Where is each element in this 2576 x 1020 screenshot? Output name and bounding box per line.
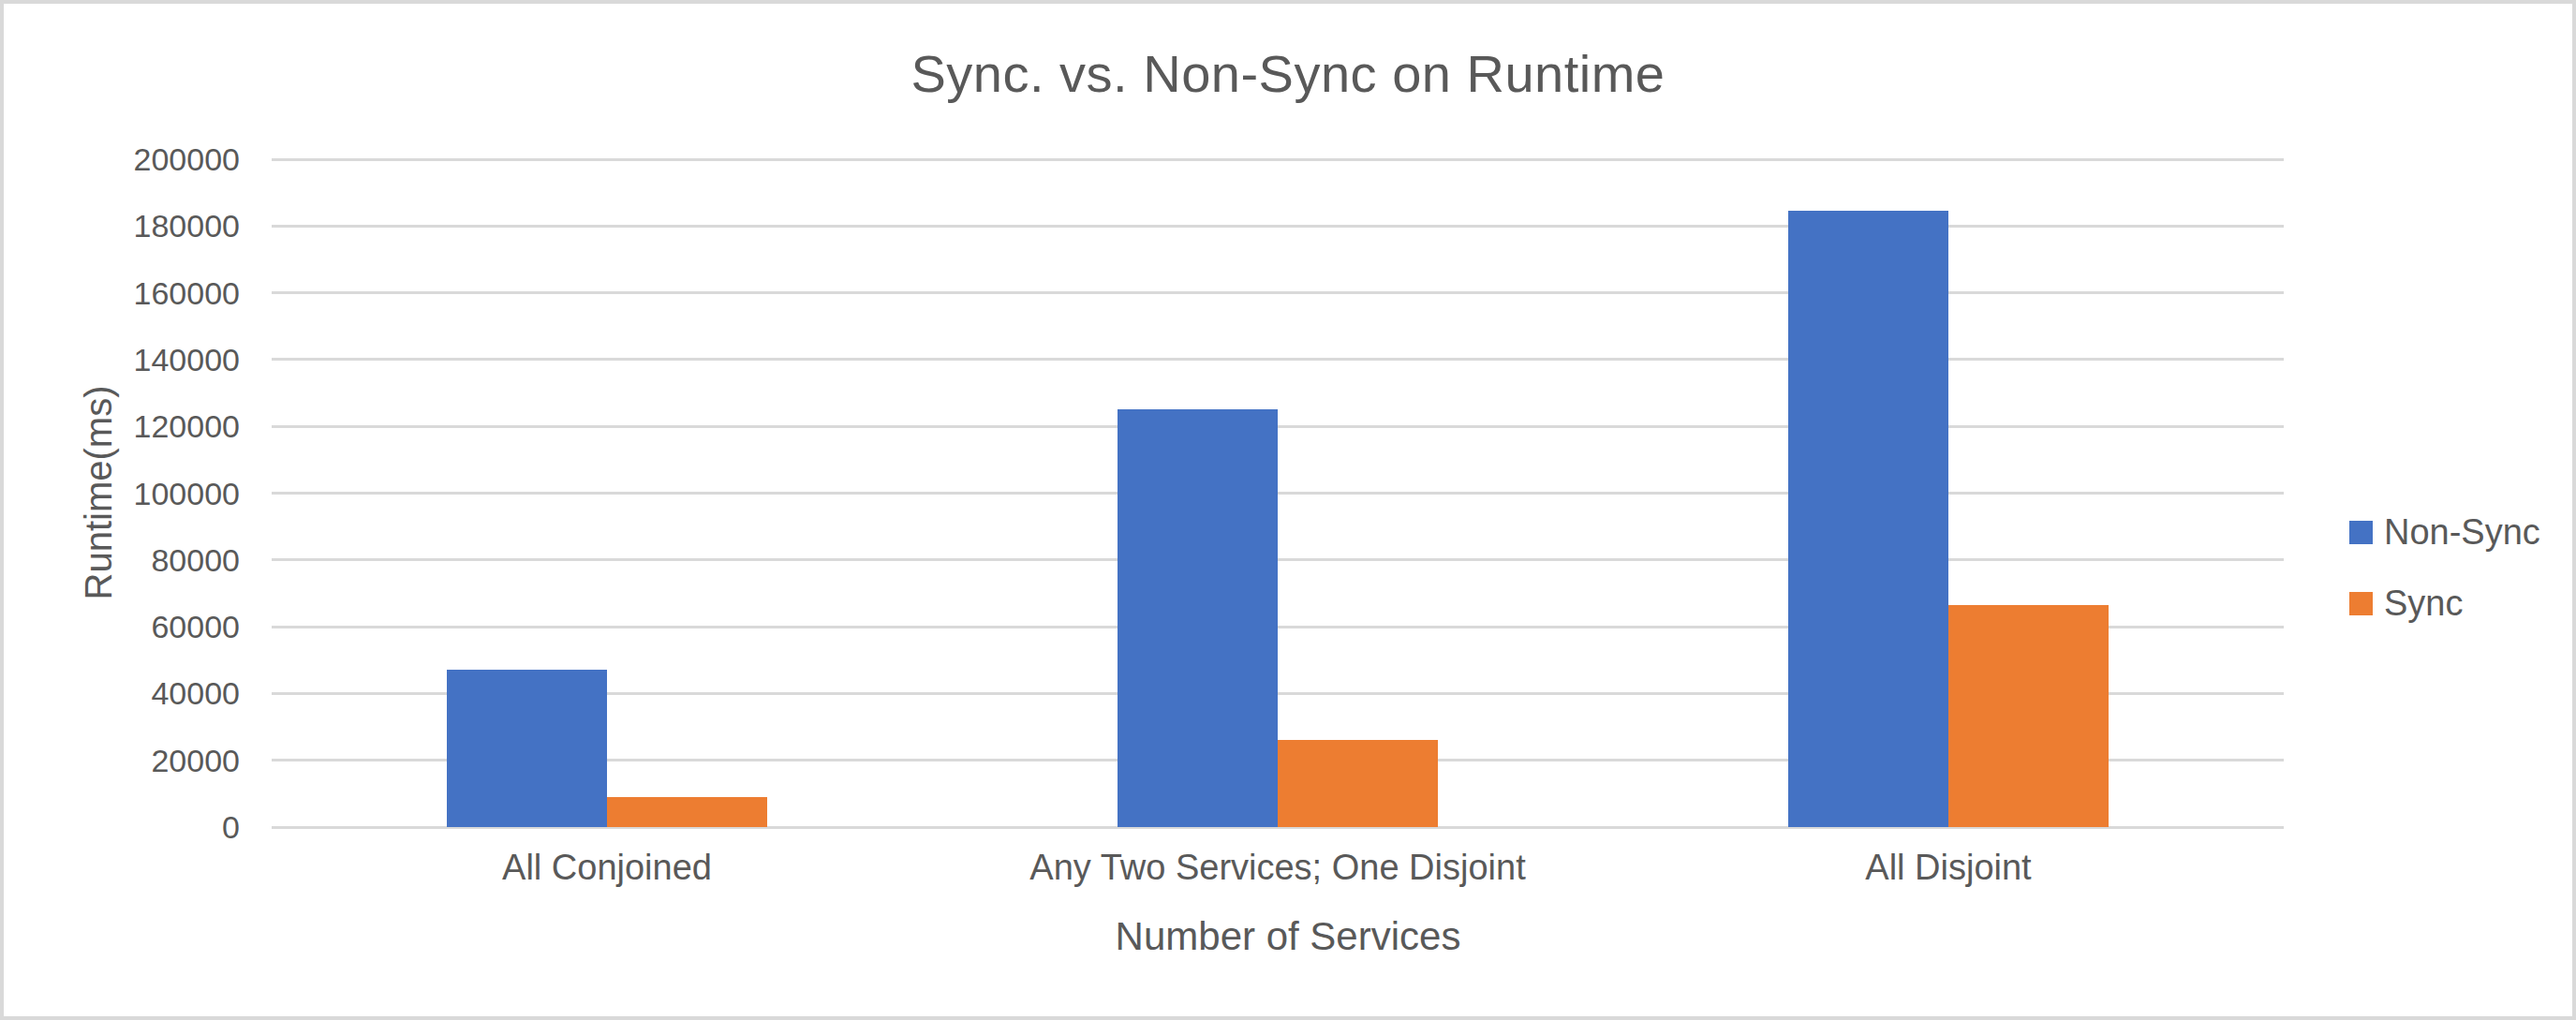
- legend-swatch-icon: [2349, 521, 2373, 544]
- y-tick-label: 0: [222, 809, 240, 846]
- plot-area: [272, 159, 2284, 827]
- x-category-label: All Conjoined: [272, 848, 942, 888]
- legend-item-sync: Sync: [2349, 584, 2540, 622]
- x-axis-labels: All ConjoinedAny Two Services; One Disjo…: [272, 848, 2284, 888]
- y-tick-label: 100000: [134, 475, 240, 511]
- bar-sync-any-two-services-one-disjoint: [1278, 740, 1438, 827]
- legend: Non-Sync Sync: [2349, 513, 2540, 622]
- y-tick-label: 20000: [151, 742, 240, 778]
- legend-swatch-icon: [2349, 592, 2373, 615]
- bar-sync-all-conjoined: [607, 797, 767, 827]
- gridline: [272, 225, 2284, 228]
- chart-title: Sync. vs. Non-Sync on Runtime: [4, 43, 2572, 104]
- y-axis-ticks: 0200004000060000800001000001200001400001…: [4, 159, 240, 827]
- bar-non-sync-all-conjoined: [447, 670, 607, 827]
- y-tick-label: 60000: [151, 609, 240, 645]
- gridline: [272, 492, 2284, 495]
- x-category-label: Any Two Services; One Disjoint: [942, 848, 1613, 888]
- legend-item-non-sync: Non-Sync: [2349, 513, 2540, 551]
- y-tick-label: 40000: [151, 675, 240, 712]
- y-tick-label: 140000: [134, 341, 240, 377]
- bar-sync-all-disjoint: [1948, 605, 2109, 827]
- chart-canvas: Sync. vs. Non-Sync on Runtime Runtime(ms…: [0, 0, 2576, 1020]
- legend-label: Sync: [2384, 584, 2463, 624]
- y-tick-label: 200000: [134, 141, 240, 178]
- y-tick-label: 80000: [151, 541, 240, 578]
- gridline: [272, 158, 2284, 161]
- gridline: [272, 425, 2284, 428]
- legend-label: Non-Sync: [2384, 512, 2540, 553]
- x-category-label: All Disjoint: [1613, 848, 2284, 888]
- y-tick-label: 180000: [134, 208, 240, 244]
- x-axis-title: Number of Services: [4, 914, 2572, 959]
- gridline: [272, 291, 2284, 294]
- gridline: [272, 558, 2284, 561]
- bar-non-sync-any-two-services-one-disjoint: [1118, 409, 1278, 827]
- y-tick-label: 120000: [134, 408, 240, 445]
- gridline: [272, 358, 2284, 361]
- y-tick-label: 160000: [134, 274, 240, 311]
- bar-non-sync-all-disjoint: [1788, 211, 1948, 827]
